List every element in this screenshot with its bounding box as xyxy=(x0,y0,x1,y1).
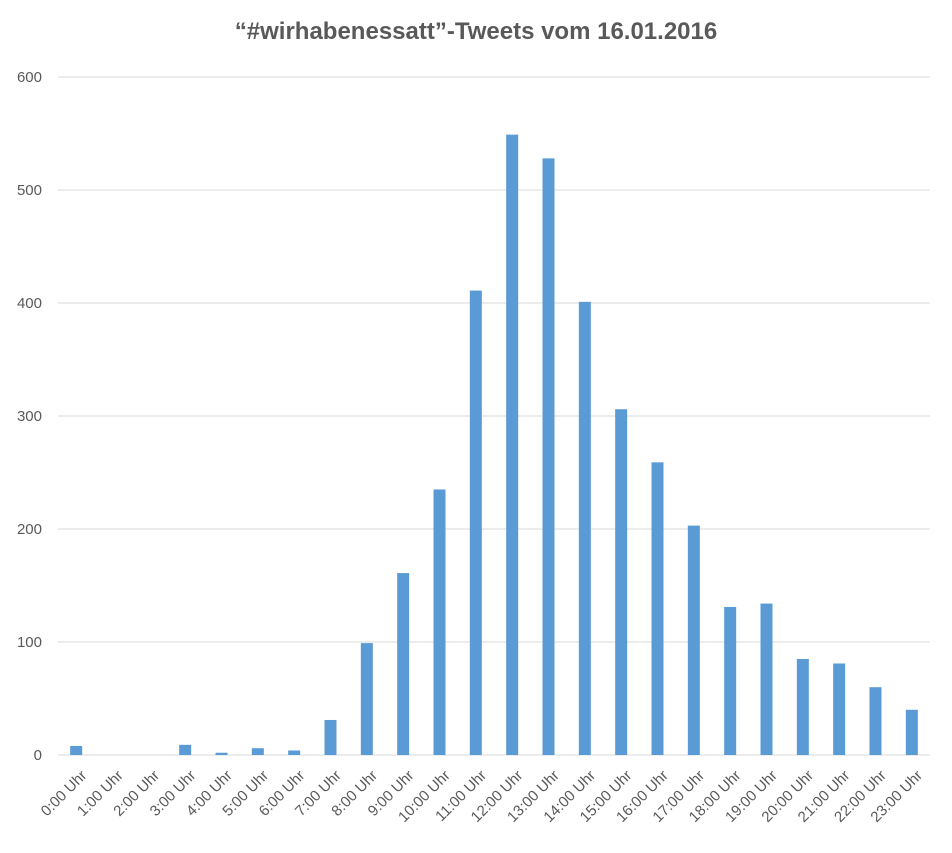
bar-21-00-uhr xyxy=(833,663,846,755)
bar-8-00-uhr xyxy=(360,643,373,755)
chart-title: “#wirhabenessatt”-Tweets vom 16.01.2016 xyxy=(234,18,718,45)
bar-0-00-uhr xyxy=(70,745,83,755)
bar-10-00-uhr xyxy=(433,489,446,755)
y-tick-label: 200 xyxy=(17,521,42,538)
y-tick-label: 500 xyxy=(17,182,42,199)
bar-3-00-uhr xyxy=(179,744,192,755)
y-tick-label: 600 xyxy=(17,69,42,86)
bar-19-00-uhr xyxy=(760,603,773,755)
y-tick-label: 400 xyxy=(17,295,42,312)
bar-6-00-uhr xyxy=(288,750,301,755)
y-tick-label: 300 xyxy=(17,408,42,425)
bar-7-00-uhr xyxy=(324,719,337,755)
bar-14-00-uhr xyxy=(578,301,591,755)
y-tick-label: 0 xyxy=(34,747,42,764)
bar-9-00-uhr xyxy=(397,573,410,755)
y-tick-label: 100 xyxy=(17,634,42,651)
bar-18-00-uhr xyxy=(724,606,737,755)
bar-4-00-uhr xyxy=(215,752,228,755)
bar-20-00-uhr xyxy=(796,658,809,755)
bar-22-00-uhr xyxy=(869,687,882,755)
bar-12-00-uhr xyxy=(506,134,519,755)
bar-5-00-uhr xyxy=(251,748,264,755)
bar-13-00-uhr xyxy=(542,158,555,756)
bar-11-00-uhr xyxy=(469,290,482,755)
bar-23-00-uhr xyxy=(905,709,918,755)
bar-16-00-uhr xyxy=(651,462,664,755)
bar-17-00-uhr xyxy=(687,525,700,755)
bar-15-00-uhr xyxy=(615,409,628,755)
